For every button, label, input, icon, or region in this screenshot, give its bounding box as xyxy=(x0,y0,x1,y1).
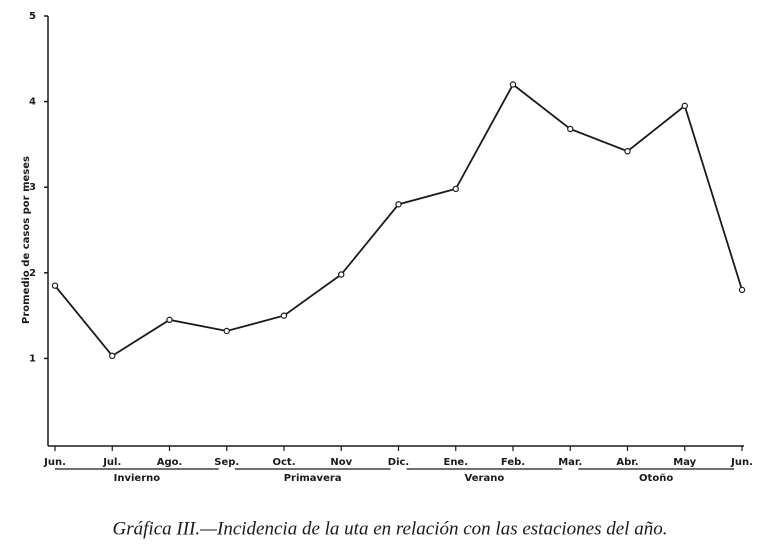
x-tick-label: May xyxy=(673,457,696,468)
season-label: Otoño xyxy=(639,473,673,484)
data-point xyxy=(280,312,288,319)
x-tick-label: Abr. xyxy=(616,457,638,468)
season-label: Primavera xyxy=(284,473,342,484)
data-point xyxy=(452,185,459,193)
y-tick-label: 5 xyxy=(29,11,36,22)
x-tick-label: Jul. xyxy=(102,457,121,468)
x-tick-label: Mar. xyxy=(558,457,582,468)
season-label: Verano xyxy=(465,473,505,484)
y-tick-label: 4 xyxy=(29,97,36,108)
y-axis-label: Promedio de casos por meses xyxy=(21,156,32,324)
x-tick-label: Jun. xyxy=(43,457,66,468)
caption: Gráfica III.—Incidencia de la uta en rel… xyxy=(113,518,668,539)
x-tick-label: Jun. xyxy=(730,457,753,468)
data-point xyxy=(338,271,345,278)
data-point xyxy=(109,352,116,360)
data-point xyxy=(681,102,688,110)
data-point xyxy=(223,327,230,335)
season-label: Invierno xyxy=(114,473,161,484)
y-tick-label: 1 xyxy=(29,353,36,364)
x-tick-label: Feb. xyxy=(501,457,525,468)
data-point xyxy=(395,201,402,208)
x-tick-label: Ago. xyxy=(157,457,183,468)
x-tick-label: Nov xyxy=(330,457,352,468)
x-tick-label: Sep. xyxy=(214,457,239,468)
data-line xyxy=(54,83,743,358)
data-point xyxy=(51,282,59,289)
x-tick-label: Oct. xyxy=(272,457,295,468)
y-tick-label: 3 xyxy=(29,182,36,193)
data-point xyxy=(567,125,574,133)
x-tick-label: Ene. xyxy=(443,457,468,468)
data-point xyxy=(509,81,517,88)
data-point xyxy=(166,316,173,324)
x-tick-label: Dic. xyxy=(388,457,409,468)
data-point xyxy=(624,148,631,155)
y-tick-label: 2 xyxy=(29,268,36,279)
data-point xyxy=(738,286,746,294)
